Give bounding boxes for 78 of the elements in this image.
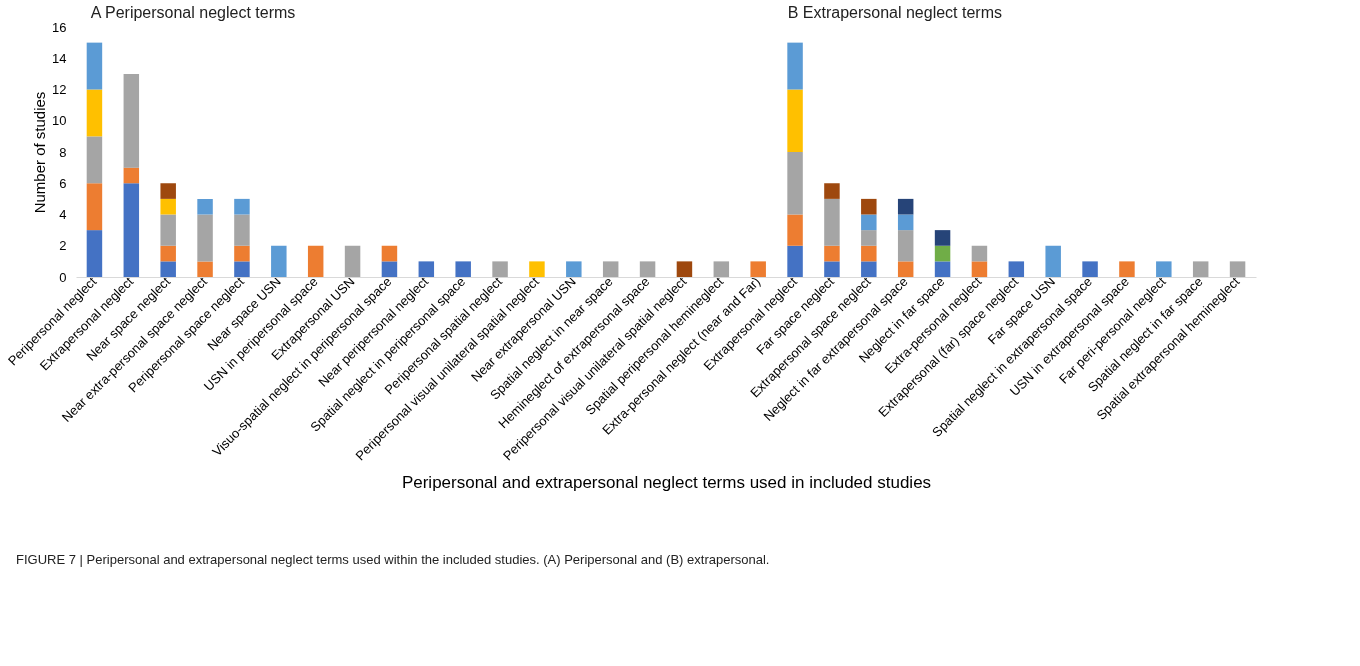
bar bbox=[160, 183, 176, 199]
bar bbox=[86, 230, 103, 277]
y-tick-label: 2 bbox=[59, 238, 67, 254]
bar bbox=[824, 261, 840, 277]
bar bbox=[824, 245, 840, 262]
text: B Extrapersonal neglect terms bbox=[787, 4, 1003, 21]
bar bbox=[676, 261, 693, 277]
bar bbox=[234, 261, 250, 277]
y-tick-label: 16 bbox=[52, 19, 67, 35]
bar bbox=[307, 245, 324, 277]
bar bbox=[602, 261, 619, 277]
bar bbox=[1156, 261, 1172, 277]
bar bbox=[1192, 261, 1209, 277]
bar bbox=[418, 261, 435, 277]
y-axis-title: Number of studies bbox=[31, 91, 49, 214]
bar bbox=[234, 214, 250, 246]
caption: FIGURE 7 | Peripersonal and extrapersonal neglect terms used within the included studies. (A) Peripersonal and (B) extrapersonal. bbox=[16, 552, 770, 567]
bar bbox=[381, 245, 398, 262]
bar bbox=[713, 261, 730, 277]
bar bbox=[381, 261, 398, 277]
bar bbox=[86, 42, 103, 90]
bar bbox=[861, 214, 877, 231]
bar bbox=[787, 152, 803, 215]
bar bbox=[639, 261, 656, 277]
bar bbox=[750, 261, 766, 277]
y-tick-label: 4 bbox=[59, 207, 67, 222]
bar bbox=[1008, 261, 1025, 277]
bar bbox=[934, 261, 951, 277]
bar bbox=[566, 261, 582, 277]
bar bbox=[861, 245, 877, 262]
bar bbox=[160, 261, 176, 277]
bar bbox=[897, 230, 914, 262]
bar bbox=[160, 198, 176, 215]
text: A Peripersonal neglect terms bbox=[90, 4, 296, 21]
bar bbox=[271, 245, 287, 277]
bar bbox=[934, 245, 951, 262]
bar bbox=[897, 214, 914, 231]
bar bbox=[861, 198, 877, 215]
bar bbox=[86, 89, 103, 137]
y-tick-label: 14 bbox=[52, 50, 67, 66]
bar bbox=[971, 261, 988, 277]
bar bbox=[197, 214, 213, 262]
bar bbox=[455, 261, 471, 277]
bar bbox=[123, 73, 140, 168]
bar bbox=[934, 230, 951, 246]
bar bbox=[787, 245, 803, 277]
bar bbox=[123, 183, 140, 277]
bar bbox=[197, 261, 213, 277]
bar bbox=[492, 261, 508, 277]
bar bbox=[86, 183, 103, 231]
y-tick-label: 8 bbox=[59, 144, 67, 160]
bar bbox=[971, 245, 988, 262]
bar bbox=[824, 183, 840, 199]
y-tick-label: 12 bbox=[52, 82, 67, 97]
bar bbox=[234, 198, 250, 215]
bar bbox=[861, 230, 877, 246]
bar bbox=[824, 198, 840, 246]
bar bbox=[1119, 261, 1135, 277]
bar bbox=[234, 245, 250, 262]
bar bbox=[529, 261, 545, 277]
bar bbox=[344, 245, 361, 277]
bar bbox=[197, 198, 213, 215]
bar bbox=[897, 198, 914, 215]
bar bbox=[1229, 261, 1246, 277]
y-tick-label: 6 bbox=[59, 175, 67, 191]
x-axis-title: Peripersonal and extrapersonal neglect terms used in included studies bbox=[401, 473, 932, 493]
bar bbox=[897, 261, 914, 277]
y-tick-label: 10 bbox=[52, 113, 67, 129]
bar bbox=[86, 136, 103, 184]
bar bbox=[123, 167, 140, 184]
bar bbox=[1045, 245, 1061, 277]
bar bbox=[160, 245, 176, 262]
bar bbox=[787, 214, 803, 246]
bar bbox=[861, 261, 877, 277]
bar bbox=[787, 42, 803, 90]
bar bbox=[787, 89, 803, 152]
bar bbox=[160, 214, 176, 246]
bar bbox=[1082, 261, 1098, 277]
